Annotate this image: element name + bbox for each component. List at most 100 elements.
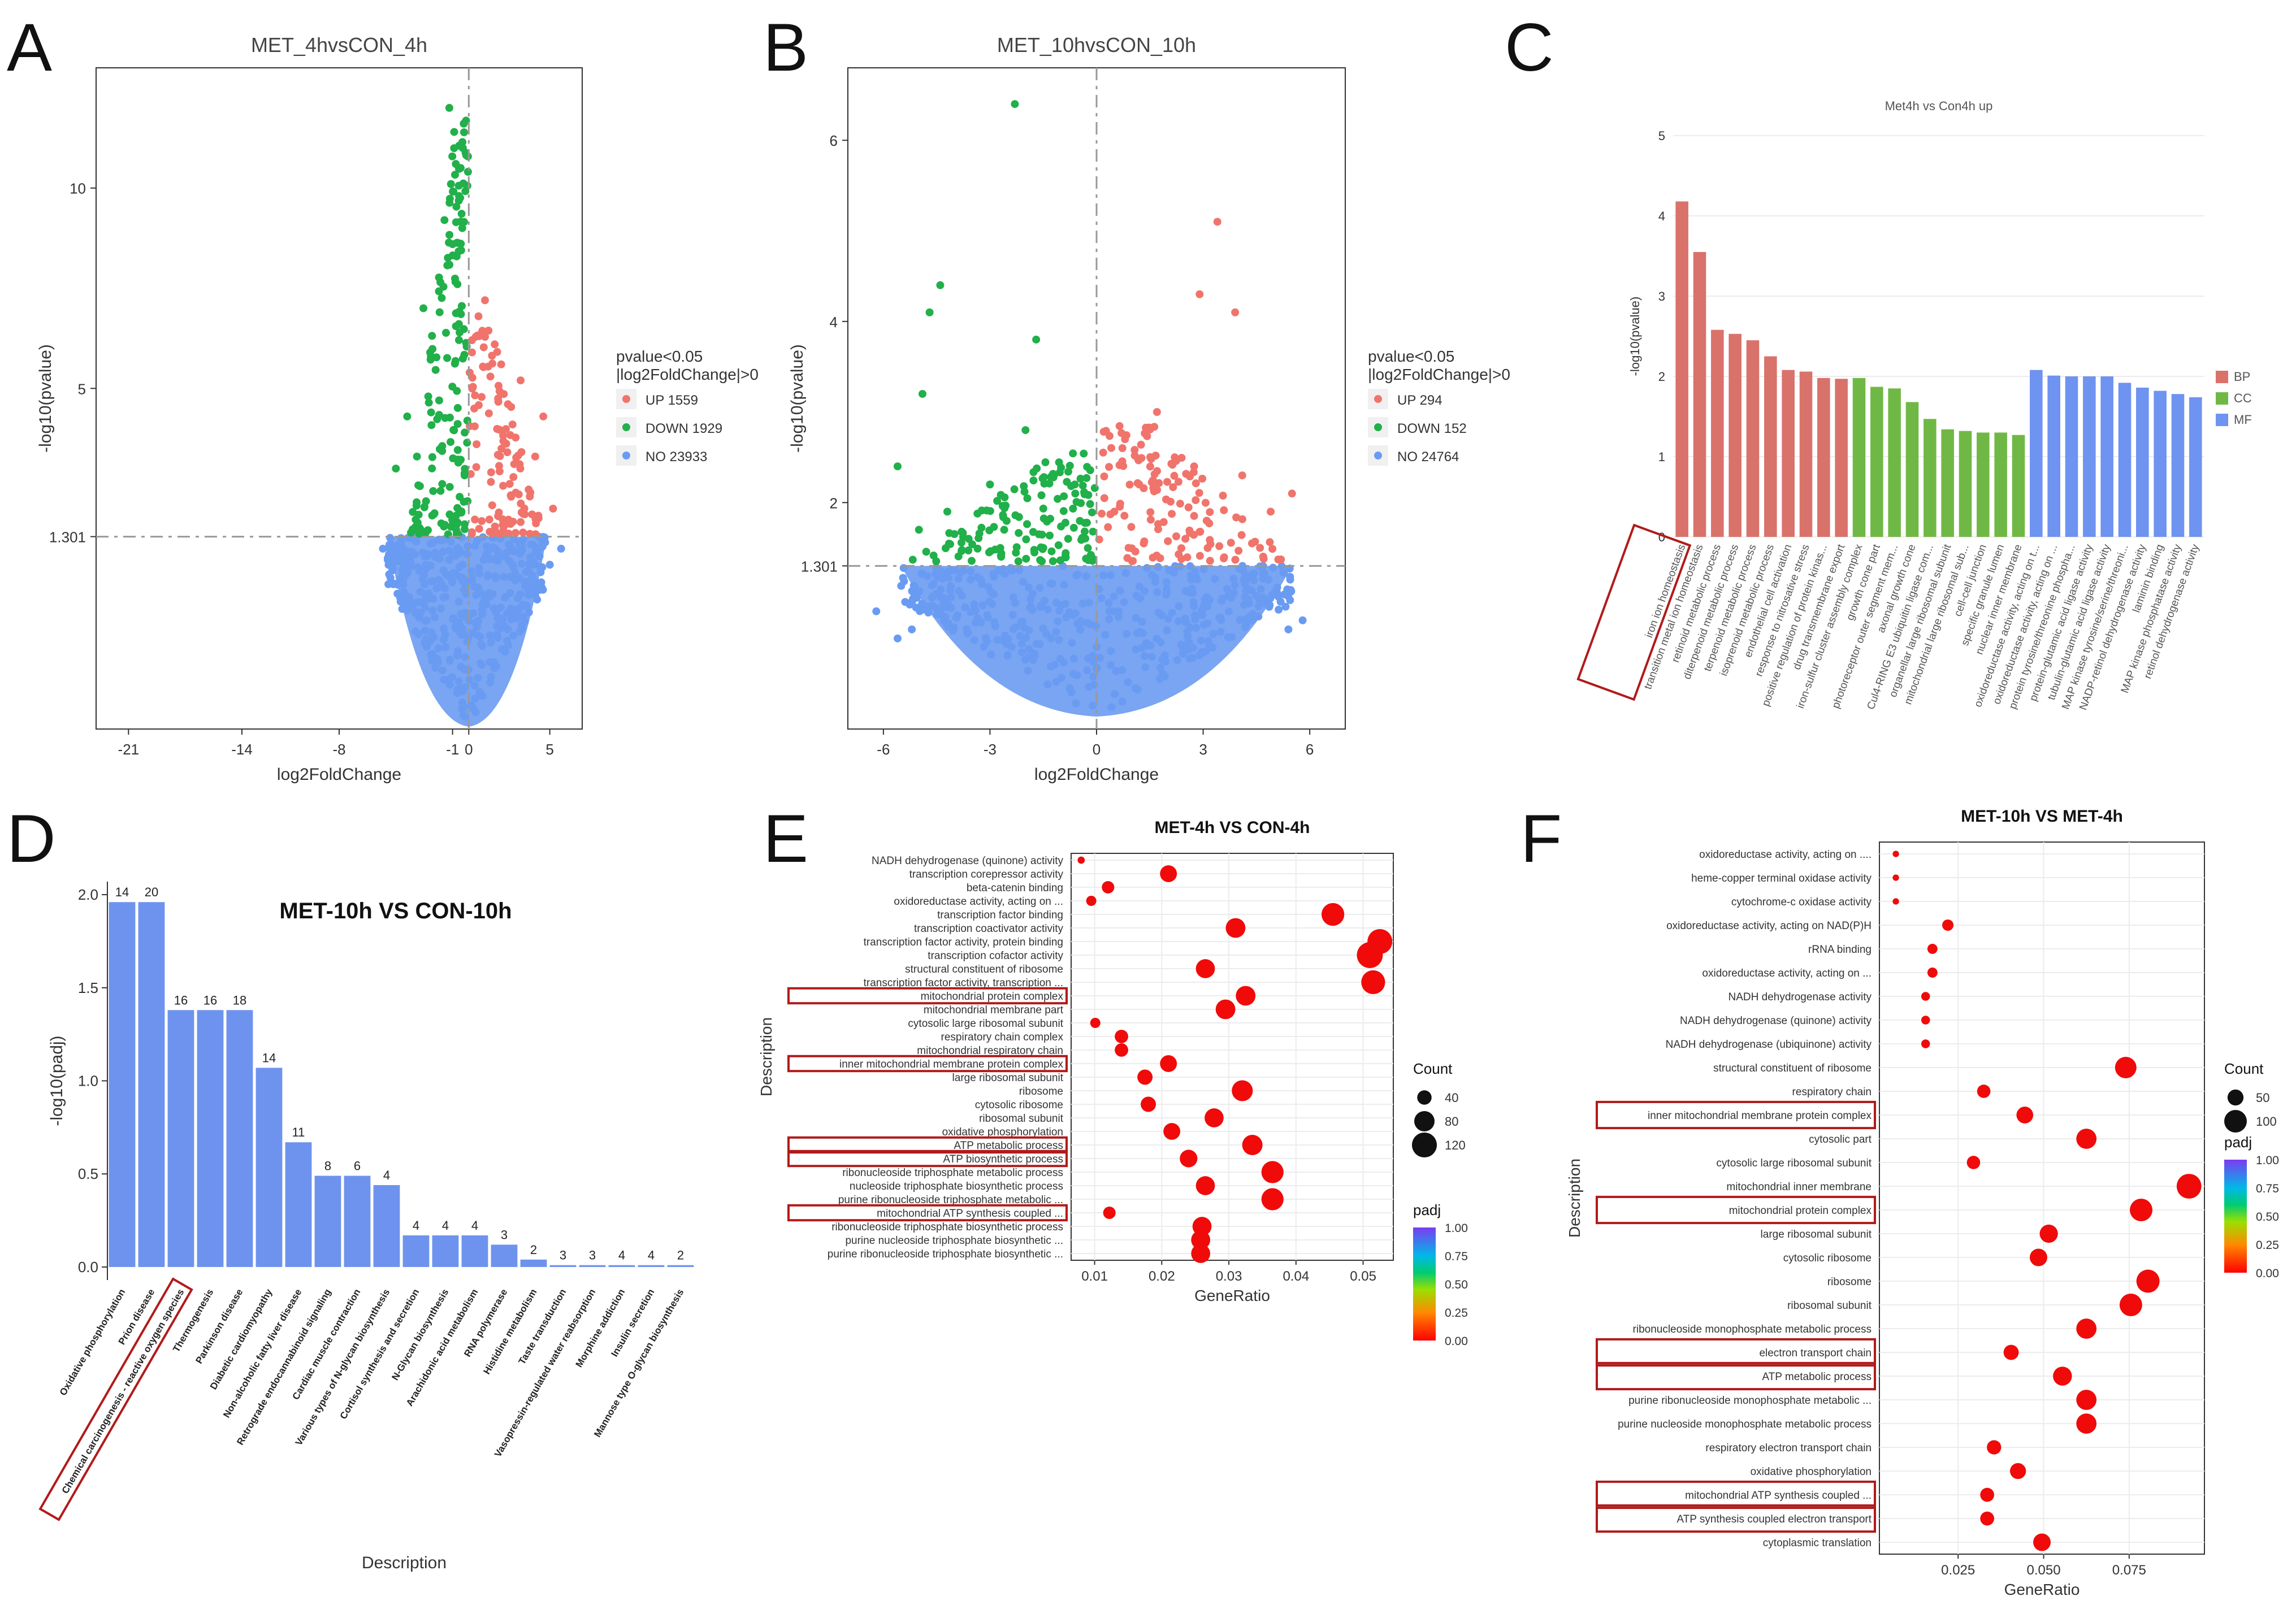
point-no (501, 593, 510, 601)
point-no (897, 582, 906, 590)
point-up (512, 529, 520, 537)
point-no (980, 643, 988, 651)
point-up (516, 465, 525, 472)
point-no (945, 574, 953, 582)
category-label: NADH dehydrogenase activity (1729, 991, 1872, 1003)
dot (2076, 1390, 2097, 1410)
point-no (1189, 654, 1197, 662)
dot (2039, 1224, 2058, 1243)
point-down (1080, 449, 1088, 458)
point-no (557, 544, 565, 553)
point-down (1023, 494, 1032, 502)
point-no (421, 604, 429, 612)
point-no (453, 689, 462, 697)
point-up (494, 394, 502, 403)
point-no (872, 607, 881, 615)
bar-bp (1693, 251, 1706, 537)
point-up (1190, 462, 1198, 471)
padj-colorbar (2224, 1160, 2247, 1273)
point-up (478, 393, 486, 401)
point-no (501, 648, 509, 656)
point-no (1120, 598, 1128, 606)
point-no (1116, 587, 1124, 595)
point-no (492, 662, 500, 671)
category-label: cytosolic ribosome (1783, 1252, 1872, 1264)
point-down (448, 383, 457, 391)
point-down (1076, 475, 1085, 483)
chart-title: MET-10h VS MET-4h (1961, 807, 2123, 826)
point-down (445, 483, 454, 491)
point-down (454, 456, 462, 464)
category-label: cytochrome-c oxidase activity (1731, 896, 1872, 908)
point-up (484, 327, 493, 335)
y-axis-label: -log10(pvalue) (36, 344, 55, 453)
point-down (1054, 494, 1062, 503)
category-label: oxidative phosphorylation (942, 1126, 1063, 1138)
point-down (1069, 505, 1077, 513)
category-label: respiratory electron transport chain (1705, 1442, 1872, 1454)
point-no (1097, 594, 1106, 602)
point-up (493, 425, 501, 433)
point-no (1017, 640, 1026, 648)
x-tick-label: 0 (1093, 741, 1101, 758)
point-no (1216, 628, 1225, 636)
point-down (463, 181, 471, 190)
point-up (1238, 471, 1246, 480)
x-tick-label: 0.075 (2112, 1563, 2146, 1578)
point-no (1279, 569, 1288, 577)
go-dot-plot-met-10h-vs-4h: MET-10h VS MET-4h 0.025 0.050 0.075 oxidored… (1566, 807, 2279, 1598)
category-label: electron transport chain (1759, 1347, 1872, 1359)
dot (1966, 1156, 1981, 1169)
point-down (453, 280, 462, 288)
point-up (1201, 498, 1210, 507)
point-down (428, 511, 436, 520)
point-no (1147, 653, 1156, 661)
bar (109, 902, 136, 1267)
point-up (1167, 459, 1176, 468)
point-no (421, 626, 429, 635)
bar-bp (1835, 379, 1848, 537)
point-down (409, 507, 417, 516)
x-axis-label: Description (362, 1554, 447, 1572)
category-label: inner mitochondrial membrane protein com… (839, 1059, 1064, 1070)
point-up (1177, 544, 1185, 552)
point-no (1224, 607, 1233, 615)
point-no (428, 577, 437, 585)
point-no (1059, 658, 1068, 667)
point-no (1048, 579, 1056, 588)
bar-count-label: 4 (648, 1248, 655, 1263)
point-down (424, 392, 432, 401)
point-up (484, 409, 493, 418)
point-no (428, 657, 436, 665)
bar-bp (1817, 378, 1830, 537)
y-axis-label: -log10(pvalue) (1628, 297, 1642, 376)
dot (1090, 1018, 1101, 1028)
point-down (463, 168, 472, 176)
point-up (1146, 462, 1154, 471)
dot (1261, 1161, 1284, 1183)
point-up (528, 510, 536, 519)
colorbar-tick-label: 0.75 (1445, 1250, 1468, 1263)
category-label: purine nucleoside triphosphate biosynthe… (845, 1235, 1063, 1247)
point-no (1011, 599, 1020, 608)
bar (314, 1175, 341, 1267)
point-down (413, 519, 422, 527)
point-no (458, 574, 466, 582)
point-up (1232, 513, 1241, 522)
point-up (1195, 528, 1204, 536)
point-no (468, 574, 476, 582)
point-up (478, 517, 486, 525)
category-label: ribonucleoside triphosphate biosynthetic… (831, 1221, 1063, 1233)
bar-mf (2065, 376, 2078, 537)
point-no (943, 567, 952, 576)
point-down (997, 553, 1006, 561)
dot (2076, 1129, 2097, 1149)
point-no (483, 554, 492, 563)
category-label: ATP metabolic process (954, 1140, 1063, 1152)
point-down (454, 247, 463, 255)
point-down (455, 336, 463, 344)
point-no (978, 601, 987, 610)
point-no (429, 539, 437, 546)
point-no (400, 592, 408, 600)
point-down (986, 480, 994, 489)
